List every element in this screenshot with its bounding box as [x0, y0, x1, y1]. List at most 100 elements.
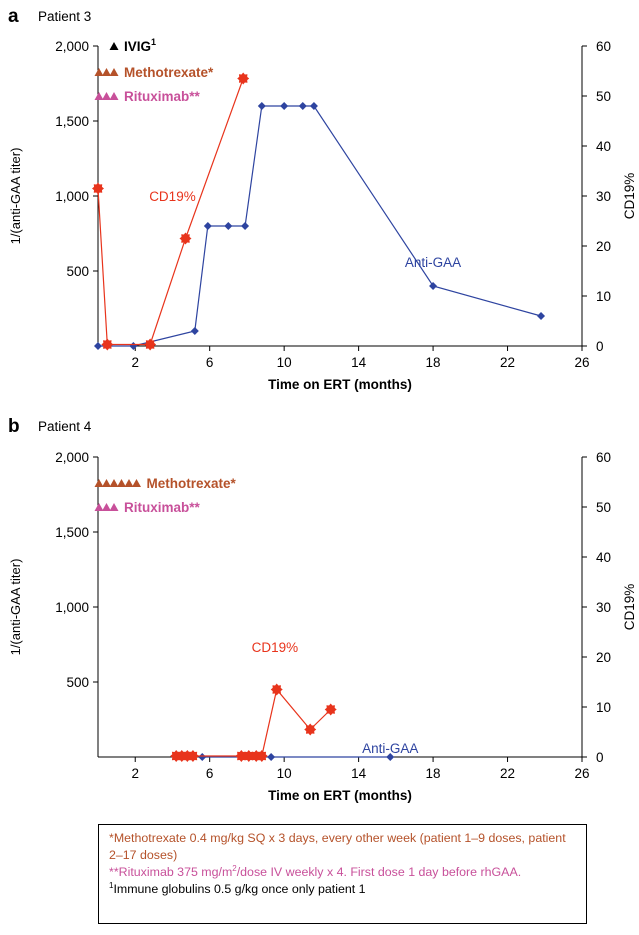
- cd19-point: [101, 338, 114, 351]
- methotrexate-legend-marker: [124, 478, 134, 488]
- anti-gaa-annotation: Anti-GAA: [405, 255, 461, 270]
- x-tick-label: 2: [131, 766, 139, 781]
- left-y-tick-label: 1,500: [55, 114, 89, 129]
- panel-letter: a: [8, 6, 19, 27]
- rituximab-legend-marker: [109, 91, 119, 101]
- cd19-point: [324, 703, 337, 716]
- rituximab-footnote-sup: 2: [232, 863, 237, 873]
- cd19-point: [255, 750, 268, 762]
- footnote-box: *Methotrexate 0.4 mg/kg SQ x 3 days, eve…: [98, 824, 587, 924]
- x-tick-label: 26: [574, 355, 589, 370]
- methotrexate-legend-marker: [109, 67, 119, 77]
- anti-gaa-point: [241, 222, 250, 230]
- x-tick-label: 2: [131, 355, 139, 370]
- cd19-point: [144, 338, 157, 351]
- left-y-tick-label: 1,500: [55, 525, 89, 540]
- left-y-tick-label: 500: [66, 264, 89, 279]
- cd19-point: [186, 750, 199, 762]
- rituximab-legend-label: Rituximab**: [124, 89, 201, 104]
- left-y-tick-label: 2,000: [55, 450, 89, 465]
- left-y-tick-label: 2,000: [55, 39, 89, 54]
- rituximab-legend-marker: [94, 91, 104, 101]
- methotrexate-legend-marker: [132, 478, 141, 488]
- anti-gaa-point: [224, 222, 233, 230]
- methotrexate-legend-label: Methotrexate*: [147, 476, 237, 491]
- anti-gaa-point: [129, 342, 138, 350]
- methotrexate-legend-marker: [109, 478, 119, 488]
- anti-gaa-point: [267, 753, 276, 761]
- cd19-point: [304, 723, 317, 736]
- rituximab-legend-marker: [109, 502, 119, 512]
- panel-title: Patient 4: [38, 419, 92, 434]
- x-tick-label: 26: [574, 766, 589, 781]
- right-y-tick-label: 10: [596, 289, 611, 304]
- right-y-axis-label: CD19%: [622, 584, 637, 631]
- rituximab-footnote-prefix: **Rituximab 375 mg/m: [109, 865, 233, 879]
- x-axis-label: Time on ERT (months): [268, 377, 412, 392]
- anti-gaa-point: [429, 282, 438, 290]
- right-y-tick-label: 40: [596, 550, 611, 565]
- x-tick-label: 14: [351, 766, 367, 781]
- anti-gaa-point: [298, 102, 307, 110]
- anti-gaa-point: [280, 102, 289, 110]
- anti-gaa-annotation: Anti-GAA: [362, 741, 418, 756]
- panel-title: Patient 3: [38, 9, 91, 24]
- cd19-point: [179, 232, 192, 245]
- methotrexate-legend-label: Methotrexate*: [124, 65, 214, 80]
- anti-gaa-point: [309, 102, 318, 110]
- methotrexate-legend-marker: [117, 478, 126, 488]
- right-y-tick-label: 60: [596, 450, 611, 465]
- panel-letter: b: [8, 416, 20, 437]
- x-tick-label: 18: [426, 355, 441, 370]
- rituximab-legend-marker: [102, 91, 111, 101]
- cd19-point: [92, 182, 104, 195]
- anti-gaa-point: [203, 222, 212, 230]
- right-y-axis-label: CD19%: [622, 173, 637, 220]
- left-y-tick-label: 1,000: [55, 189, 89, 204]
- methotrexate-legend-marker: [102, 478, 111, 488]
- right-y-tick-label: 30: [596, 189, 611, 204]
- right-y-tick-label: 50: [596, 500, 611, 515]
- ivig-footnote: 1Immune globulins 0.5 g/kg once only pat…: [109, 881, 576, 898]
- cd19-annotation: CD19%: [252, 640, 299, 655]
- ivig-legend-label: IVIG1: [124, 37, 156, 54]
- rituximab-footnote: **Rituximab 375 mg/m2/dose IV weekly x 4…: [109, 864, 576, 881]
- left-y-axis-label: 1/(anti-GAA titer): [8, 148, 23, 245]
- anti-gaa-point: [198, 753, 207, 761]
- right-y-tick-label: 20: [596, 650, 611, 665]
- cd19-line: [97, 78, 244, 346]
- ivig-legend-sup: 1: [151, 37, 156, 47]
- right-y-tick-label: 60: [596, 39, 611, 54]
- left-y-tick-label: 1,000: [55, 600, 89, 615]
- panel-a: a Patient 3 500 1,000 1,500 2,000 0 10 20 30 40 50 6…: [8, 6, 637, 392]
- rituximab-legend-marker: [102, 502, 111, 512]
- x-axis-label: Time on ERT (months): [268, 788, 412, 803]
- ivig-footnote-sup: 1: [109, 880, 114, 890]
- right-y-tick-label: 30: [596, 600, 611, 615]
- left-y-tick-label: 500: [66, 675, 89, 690]
- right-y-tick-label: 10: [596, 700, 611, 715]
- right-y-tick-label: 0: [596, 339, 604, 354]
- x-tick-label: 10: [277, 355, 292, 370]
- rituximab-legend-marker: [94, 502, 104, 512]
- right-y-tick-label: 50: [596, 89, 611, 104]
- cd19-annotation: CD19%: [149, 189, 196, 204]
- cd19-point: [235, 750, 248, 762]
- methotrexate-legend-marker: [94, 478, 104, 488]
- cd19-point: [237, 72, 250, 85]
- anti-gaa-point: [190, 327, 199, 335]
- x-tick-label: 6: [206, 766, 214, 781]
- x-tick-label: 14: [351, 355, 367, 370]
- right-y-tick-label: 0: [596, 750, 604, 765]
- x-tick-label: 10: [277, 766, 292, 781]
- cd19-line: [176, 688, 332, 757]
- left-y-axis-label: 1/(anti-GAA titer): [8, 559, 23, 656]
- methotrexate-footnote: *Methotrexate 0.4 mg/kg SQ x 3 days, eve…: [109, 831, 566, 862]
- anti-gaa-point: [94, 342, 102, 350]
- methotrexate-legend-marker: [102, 67, 111, 77]
- x-tick-label: 18: [426, 766, 441, 781]
- cd19-point: [242, 750, 255, 762]
- ivig-legend-marker: [109, 41, 119, 51]
- anti-gaa-line: [98, 105, 542, 347]
